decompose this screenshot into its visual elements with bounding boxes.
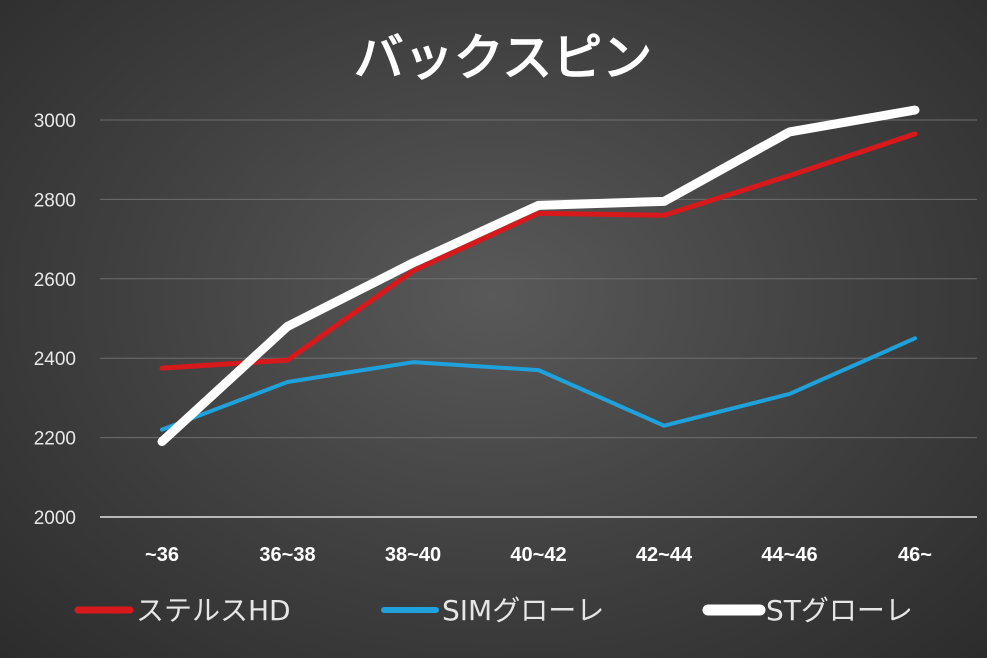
y-tick-label: 2600 [34, 270, 76, 291]
y-tick-label: 2200 [34, 429, 76, 450]
x-tick-label: 42~44 [636, 544, 693, 566]
y-tick-label: 2800 [34, 190, 76, 211]
x-tick-label: 46~ [898, 544, 932, 566]
y-axis-ticks: 2000 2200 2400 2600 2800 3000 [34, 111, 76, 529]
x-tick-label: 40~42 [510, 544, 566, 566]
x-tick-label: ~36 [145, 544, 179, 566]
legend-item: STグローレ [702, 594, 913, 627]
legend-label: STグローレ [766, 594, 913, 627]
x-tick-label: 38~40 [385, 544, 441, 566]
series-lines [157, 105, 920, 447]
legend-item: ステルスHD [74, 594, 291, 627]
x-axis-ticks: ~36 36~38 38~40 40~42 42~44 44~46 46~ [145, 544, 932, 566]
legend: ステルスHD SIMグローレ STグローレ [74, 594, 913, 627]
series-line-0 [159, 131, 918, 371]
y-tick-label: 2400 [34, 349, 76, 370]
legend-item: SIMグローレ [381, 594, 604, 627]
y-tick-label: 3000 [34, 111, 76, 132]
y-tick-label: 2000 [34, 508, 76, 529]
series-line-1 [160, 336, 917, 432]
x-tick-label: 44~46 [761, 544, 817, 566]
chart-title: バックスピン [354, 29, 653, 87]
x-tick-label: 36~38 [259, 544, 315, 566]
legend-label: ステルスHD [136, 594, 291, 627]
series-line-2 [157, 105, 920, 447]
legend-label: SIMグローレ [442, 594, 604, 627]
gridlines [100, 119, 977, 518]
